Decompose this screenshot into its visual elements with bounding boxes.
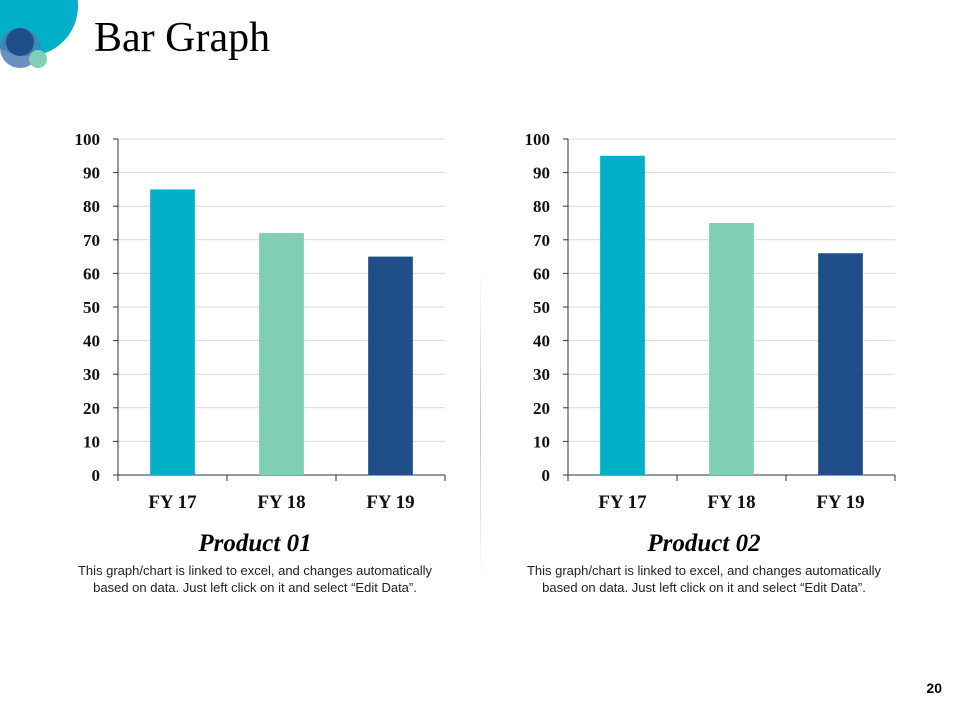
- y-tick-label: 80: [83, 197, 100, 216]
- bar-fy-19: [368, 256, 413, 475]
- y-tick-label: 100: [75, 130, 101, 149]
- page-number: 20: [926, 680, 942, 696]
- y-tick-label: 20: [533, 399, 550, 418]
- bar-fy-19: [818, 253, 863, 475]
- chart-svg: 0 10 20 30 40 50 60 70 80 90 100 FY 17 FY 18 FY 19: [525, 130, 896, 513]
- deco-circle-dark: [6, 28, 34, 56]
- y-tick-label: 60: [83, 264, 100, 283]
- y-tick-label: 50: [83, 298, 100, 317]
- y-tick-label: 30: [83, 365, 100, 384]
- x-category-label: FY 18: [257, 492, 305, 513]
- x-category-label: FY 19: [816, 492, 864, 513]
- x-category-label: FY 17: [598, 492, 647, 513]
- caption-product-02: Product 02 This graph/chart is linked to…: [524, 530, 884, 596]
- bar-fy-17: [150, 189, 195, 475]
- bar-fy-17: [600, 155, 645, 476]
- x-category-label: FY 19: [366, 492, 414, 513]
- bar-chart-product-01: 0 10 20 30 40 50 60 70 80 90 100 FY 17 FY 18 FY 19: [40, 120, 460, 520]
- y-tick-label: 40: [533, 332, 550, 351]
- y-tick-label: 70: [533, 231, 550, 250]
- y-tick-label: 60: [533, 264, 550, 283]
- x-category-label: FY 18: [707, 492, 755, 513]
- y-tick-label: 10: [83, 432, 100, 451]
- y-tick-label: 0: [542, 466, 551, 485]
- caption-product-01: Product 01 This graph/chart is linked to…: [75, 530, 435, 596]
- bar-fy-18: [709, 223, 754, 475]
- y-tick-label: 30: [533, 365, 550, 384]
- y-tick-label: 80: [533, 197, 550, 216]
- deco-circle-small: [29, 50, 47, 68]
- y-tick-label: 40: [83, 332, 100, 351]
- y-tick-label: 10: [533, 432, 550, 451]
- y-tick-label: 50: [533, 298, 550, 317]
- y-tick-label: 0: [92, 466, 101, 485]
- center-divider: [480, 265, 481, 585]
- caption-heading: Product 02: [647, 530, 761, 557]
- chart-svg: 0 10 20 30 40 50 60 70 80 90 100 FY 17 FY 18 FY 19: [75, 130, 446, 513]
- y-tick-label: 90: [533, 164, 550, 183]
- page-title: Bar Graph: [94, 15, 271, 61]
- x-category-label: FY 17: [148, 492, 197, 513]
- decorative-circles: [0, 0, 78, 68]
- y-tick-label: 100: [525, 130, 551, 149]
- caption-body: This graph/chart is linked to excel, and…: [77, 563, 433, 595]
- bar-chart-product-02: 0 10 20 30 40 50 60 70 80 90 100 FY 17 FY 18 FY 19: [490, 120, 910, 520]
- y-tick-label: 70: [83, 231, 100, 250]
- caption-body: This graph/chart is linked to excel, and…: [526, 563, 882, 595]
- caption-heading: Product 01: [198, 530, 312, 557]
- y-tick-label: 20: [83, 399, 100, 418]
- bar-fy-18: [259, 233, 304, 475]
- y-tick-label: 90: [83, 164, 100, 183]
